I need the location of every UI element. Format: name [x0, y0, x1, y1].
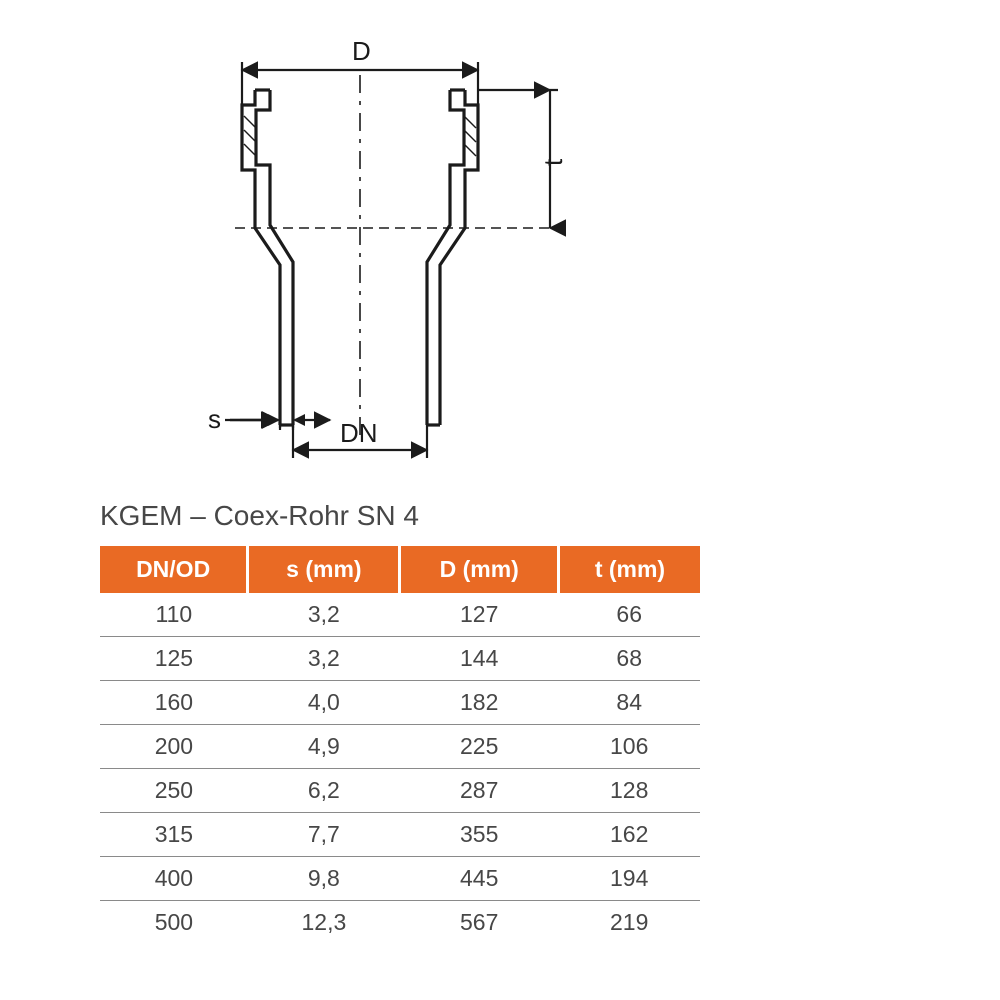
table-cell: 9,8: [248, 857, 400, 901]
dim-label-t: t: [538, 158, 568, 166]
table-cell: 7,7: [248, 813, 400, 857]
table-header-cell: t (mm): [558, 546, 700, 593]
dim-label-s: s: [208, 404, 221, 434]
table-cell: 500: [100, 901, 248, 945]
table-cell: 12,3: [248, 901, 400, 945]
table-cell: 110: [100, 593, 248, 637]
table-cell: 144: [400, 637, 558, 681]
table-row: 2004,9225106: [100, 725, 700, 769]
spec-table-area: KGEM – Coex-Rohr SN 4 DN/ODs (mm)D (mm)t…: [100, 500, 700, 944]
table-cell: 128: [558, 769, 700, 813]
table-cell: 127: [400, 593, 558, 637]
table-cell: 84: [558, 681, 700, 725]
table-cell: 3,2: [248, 593, 400, 637]
table-row: 1253,214468: [100, 637, 700, 681]
table-cell: 355: [400, 813, 558, 857]
table-cell: 4,9: [248, 725, 400, 769]
table-row: 3157,7355162: [100, 813, 700, 857]
table-cell: 182: [400, 681, 558, 725]
table-row: 1604,018284: [100, 681, 700, 725]
table-cell: 200: [100, 725, 248, 769]
table-header-cell: D (mm): [400, 546, 558, 593]
table-row: 1103,212766: [100, 593, 700, 637]
table-cell: 6,2: [248, 769, 400, 813]
table-cell: 400: [100, 857, 248, 901]
table-cell: 567: [400, 901, 558, 945]
table-cell: 3,2: [248, 637, 400, 681]
table-cell: 315: [100, 813, 248, 857]
table-cell: 194: [558, 857, 700, 901]
dim-label-D: D: [352, 36, 371, 66]
technical-diagram: D t: [130, 30, 650, 470]
table-cell: 160: [100, 681, 248, 725]
spec-table: DN/ODs (mm)D (mm)t (mm) 1103,2127661253,…: [100, 546, 700, 944]
table-cell: 445: [400, 857, 558, 901]
table-cell: 106: [558, 725, 700, 769]
table-cell: 250: [100, 769, 248, 813]
table-title: KGEM – Coex-Rohr SN 4: [100, 500, 700, 532]
table-header-cell: s (mm): [248, 546, 400, 593]
table-cell: 66: [558, 593, 700, 637]
table-cell: 4,0: [248, 681, 400, 725]
table-cell: 125: [100, 637, 248, 681]
dim-label-DN: DN: [340, 418, 378, 448]
table-cell: 68: [558, 637, 700, 681]
table-row: 2506,2287128: [100, 769, 700, 813]
table-cell: 287: [400, 769, 558, 813]
table-cell: 225: [400, 725, 558, 769]
table-cell: 162: [558, 813, 700, 857]
table-row: 4009,8445194: [100, 857, 700, 901]
table-cell: 219: [558, 901, 700, 945]
table-row: 50012,3567219: [100, 901, 700, 945]
table-header-cell: DN/OD: [100, 546, 248, 593]
